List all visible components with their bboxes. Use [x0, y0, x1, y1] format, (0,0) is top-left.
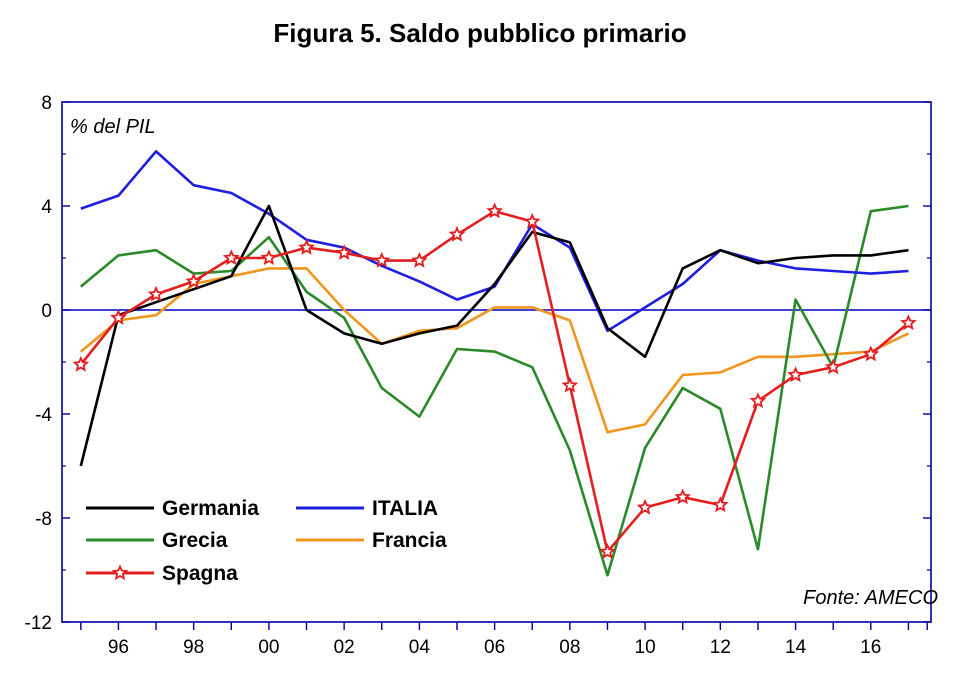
x-tick-label: 06 [484, 637, 505, 658]
data-point-spagna [523, 212, 541, 229]
data-point-spagna [674, 488, 692, 505]
x-tick-label: 04 [409, 637, 431, 658]
ylabel-note: % del PIL [70, 116, 156, 138]
chart-title: Figura 5. Saldo pubblico primario [273, 18, 687, 48]
y-tick-label: 8 [41, 93, 52, 114]
legend-label-spagna: Spagna [162, 562, 238, 585]
series-line-germania [79, 204, 909, 467]
source-note: Fonte: AMECO [803, 587, 938, 609]
data-point-spagna [486, 202, 503, 219]
data-point-spagna [711, 496, 729, 513]
data-point-spagna [448, 225, 466, 242]
legend-marker-spagna [111, 564, 129, 581]
data-point-spagna [561, 376, 579, 393]
x-tick-label: 14 [785, 637, 807, 658]
y-tick-label: 0 [41, 301, 52, 322]
series-line-grecia [79, 204, 909, 577]
data-point-spagna [147, 285, 165, 302]
series-layer [72, 150, 917, 577]
legend: Germania ITALIA Grecia Francia Spagna [86, 497, 447, 585]
x-tick-label: 96 [108, 637, 129, 658]
data-point-spagna [222, 249, 240, 266]
data-point-spagna [787, 366, 804, 383]
data-point-spagna [110, 309, 127, 325]
data-point-spagna [185, 272, 203, 289]
x-tick-label: 00 [258, 637, 279, 658]
data-point-spagna [298, 238, 315, 255]
y-tick-label: -8 [35, 509, 52, 530]
data-point-spagna [824, 358, 842, 375]
x-tick-label: 98 [183, 637, 204, 658]
x-tick-label: 08 [559, 637, 580, 658]
y-tick-label: -4 [35, 405, 52, 426]
data-point-spagna [599, 543, 616, 559]
data-point-spagna [72, 355, 90, 372]
data-point-spagna [749, 392, 767, 409]
data-point-spagna [900, 314, 917, 331]
x-tick-label: 16 [860, 637, 881, 658]
legend-label-germania: Germania [162, 497, 259, 520]
data-point-spagna [335, 244, 353, 260]
x-tick-label: 10 [635, 637, 656, 658]
data-point-spagna [636, 498, 654, 515]
series-line-italia [80, 150, 909, 333]
x-tick-label: 02 [334, 637, 355, 658]
legend-label-francia: Francia [372, 529, 447, 552]
data-point-spagna [862, 345, 880, 362]
data-point-spagna [411, 251, 428, 268]
y-tick-label: 4 [41, 197, 52, 218]
legend-label-grecia: Grecia [162, 529, 228, 552]
data-point-spagna [260, 249, 278, 266]
x-tick-label: 12 [710, 637, 731, 658]
series-line-francia [79, 267, 909, 434]
legend-label-italia: ITALIA [372, 497, 438, 520]
y-tick-label: -12 [25, 613, 52, 634]
data-point-spagna [373, 251, 391, 268]
